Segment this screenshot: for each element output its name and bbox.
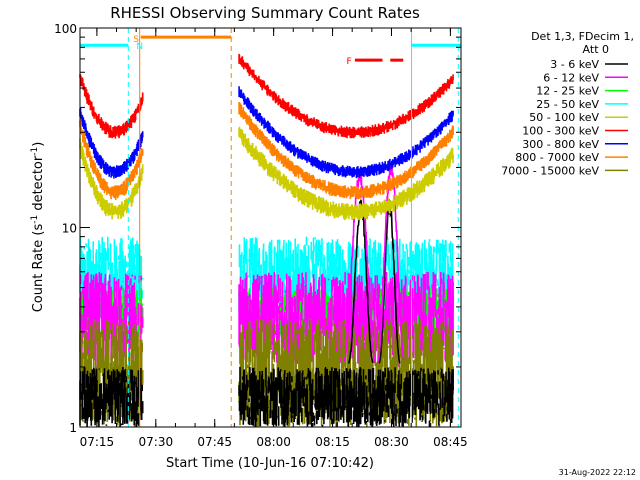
legend-label-12-25-kev: 12 - 25 keV xyxy=(536,85,599,98)
envelope-trace xyxy=(238,86,454,179)
legend-label-6-12-kev: 6 - 12 keV xyxy=(543,71,599,84)
x-tick-label: 08:45 xyxy=(433,435,468,449)
envelope-trace xyxy=(238,126,454,221)
x-axis-label: Start Time (10-Jun-16 07:10:42) xyxy=(166,456,374,471)
series-100-300-kev xyxy=(79,53,454,139)
x-tick-label: 07:30 xyxy=(139,435,174,449)
legend-header-line-2: Att 0 xyxy=(583,43,609,56)
legend-label-3-6-kev: 3 - 6 keV xyxy=(550,58,599,71)
envelope-trace xyxy=(238,53,454,139)
legend-label-50-100-kev: 50 - 100 keV xyxy=(529,111,599,124)
series-300-800-kev xyxy=(79,86,454,179)
y-axis-label-sup: -1 xyxy=(30,215,40,224)
x-tick-label: 08:15 xyxy=(315,435,350,449)
y-axis-label-close: ) xyxy=(31,142,46,147)
y-tick-label: 10 xyxy=(62,222,77,236)
chart-title: RHESSI Observing Summary Count Rates xyxy=(110,4,420,22)
y-tick-label: 1 xyxy=(69,421,77,435)
flare-peak xyxy=(343,171,376,363)
noise-trace xyxy=(238,367,454,427)
legend-label-7000-15000-kev: 7000 - 15000 keV xyxy=(501,164,599,177)
x-tick-label: 08:30 xyxy=(374,435,409,449)
series-3-6-kev xyxy=(79,367,454,427)
flag-s: S xyxy=(133,35,139,45)
y-axis-label: Count Rate (s-1 detector-1) xyxy=(30,142,46,313)
legend-label-800-7000-kev: 800 - 7000 keV xyxy=(515,151,599,164)
y-axis-label-tail-sup: -1 xyxy=(30,147,40,156)
x-tick-label: 08:00 xyxy=(256,435,291,449)
y-axis-label-tail: detector xyxy=(31,155,46,215)
y-tick-label: 100 xyxy=(54,22,77,36)
legend-label-300-800-kev: 300 - 800 keV xyxy=(522,138,599,151)
legend-label-25-50-kev: 25 - 50 keV xyxy=(536,98,599,111)
legend-header-line-1: Det 1,3, FDecim 1, xyxy=(531,30,634,43)
tick-layer: 07:15 07:30 07:45 08:00 08:15 08:30 08:45 1 10 10… xyxy=(54,22,468,449)
data-layer xyxy=(79,53,454,427)
flag-f: F xyxy=(346,57,351,67)
flag-n: N xyxy=(136,42,143,52)
y-axis-label-head: Count Rate (s xyxy=(31,224,46,313)
envelope-trace xyxy=(79,74,144,139)
timestamp-footer: 31-Aug-2022 22:12 xyxy=(559,468,636,477)
series-800-7000-kev xyxy=(79,102,454,200)
x-tick-label: 07:45 xyxy=(197,435,232,449)
legend-label-100-300-kev: 100 - 300 keV xyxy=(522,125,599,138)
x-tick-label: 07:15 xyxy=(80,435,115,449)
envelope-trace xyxy=(238,102,454,200)
